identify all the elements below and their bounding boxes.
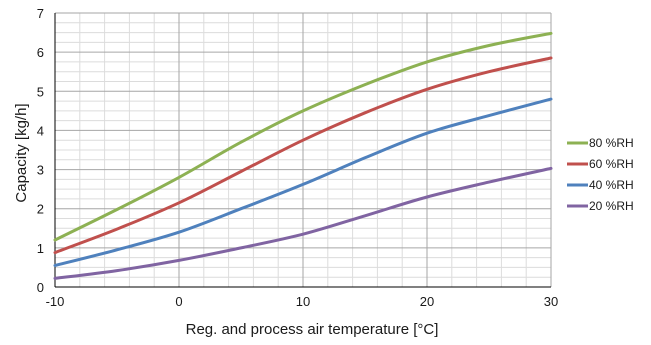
y-axis-title: Capacity [kg/h]	[13, 103, 30, 202]
x-tick-label: 10	[296, 294, 310, 309]
x-tick-label: 0	[175, 294, 182, 309]
y-tick-label: 6	[37, 45, 44, 60]
x-tick-label: -10	[46, 294, 65, 309]
legend-label-60-rh: 60 %RH	[589, 157, 634, 171]
y-tick-label: 2	[37, 202, 44, 217]
y-tick-labels: 0 1 2 3 4 5 6 7	[37, 6, 44, 295]
y-tick-label: 5	[37, 84, 44, 99]
x-axis-title: Reg. and process air temperature [°C]	[186, 321, 439, 338]
legend-label-20-rh: 20 %RH	[589, 199, 634, 213]
y-tick-label: 3	[37, 163, 44, 178]
y-tick-label: 7	[37, 6, 44, 21]
series-line-40-rh	[53, 97, 553, 267]
x-tick-label: 20	[420, 294, 434, 309]
legend: 80 %RH 60 %RH 40 %RH 20 %RH	[567, 136, 634, 213]
x-tick-labels: -10 0 10 20 30	[46, 294, 559, 309]
legend-label-80-rh: 80 %RH	[589, 136, 634, 150]
series-lines	[53, 31, 553, 280]
y-tick-label: 1	[37, 241, 44, 256]
y-tick-label: 0	[37, 280, 44, 295]
series-line-20-rh	[53, 166, 553, 280]
series-line-80-rh	[53, 31, 553, 242]
legend-label-40-rh: 40 %RH	[589, 178, 634, 192]
y-tick-label: 4	[37, 123, 44, 138]
x-tick-label: 30	[544, 294, 558, 309]
series-line-60-rh	[53, 56, 553, 255]
